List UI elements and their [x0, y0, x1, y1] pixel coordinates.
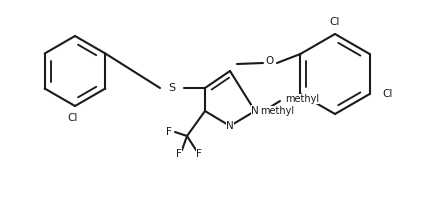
Text: S: S: [168, 83, 175, 93]
Text: N: N: [251, 106, 259, 116]
Text: Cl: Cl: [382, 89, 393, 99]
Text: methyl: methyl: [260, 106, 294, 116]
Text: Cl: Cl: [330, 17, 340, 27]
Text: N: N: [226, 121, 234, 131]
Text: O: O: [266, 56, 274, 66]
Text: Cl: Cl: [68, 113, 78, 123]
Text: F: F: [166, 127, 172, 137]
Text: F: F: [196, 149, 202, 159]
Text: methyl: methyl: [285, 94, 319, 104]
Text: F: F: [176, 149, 182, 159]
